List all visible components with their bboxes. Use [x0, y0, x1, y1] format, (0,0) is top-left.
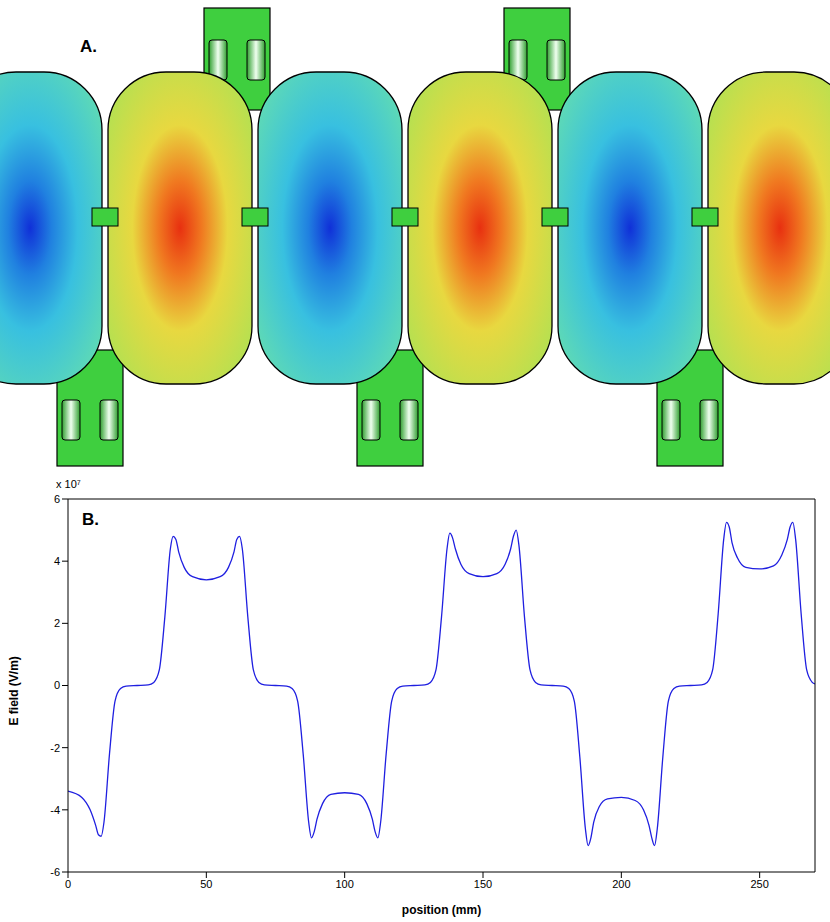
svg-text:2: 2 [54, 617, 60, 629]
svg-text:100: 100 [335, 878, 353, 890]
svg-text:200: 200 [612, 878, 630, 890]
html-text:x 10⁷: x 10⁷ [56, 478, 81, 490]
svg-text:50: 50 [200, 878, 212, 890]
svg-text:0: 0 [65, 878, 71, 890]
svg-text:E field (V/m): E field (V/m) [7, 656, 21, 725]
svg-text:250: 250 [750, 878, 768, 890]
svg-text:6: 6 [54, 493, 60, 505]
svg-text:position (mm): position (mm) [402, 903, 481, 917]
svg-text:4: 4 [54, 555, 60, 567]
svg-text:-6: -6 [50, 866, 60, 878]
svg-text:150: 150 [474, 878, 492, 890]
svg-text:A.: A. [80, 37, 97, 56]
svg-text:-4: -4 [50, 804, 60, 816]
html-text:B.: B. [82, 510, 99, 529]
svg-text:-2: -2 [50, 742, 60, 754]
svg-text:0: 0 [54, 679, 60, 691]
